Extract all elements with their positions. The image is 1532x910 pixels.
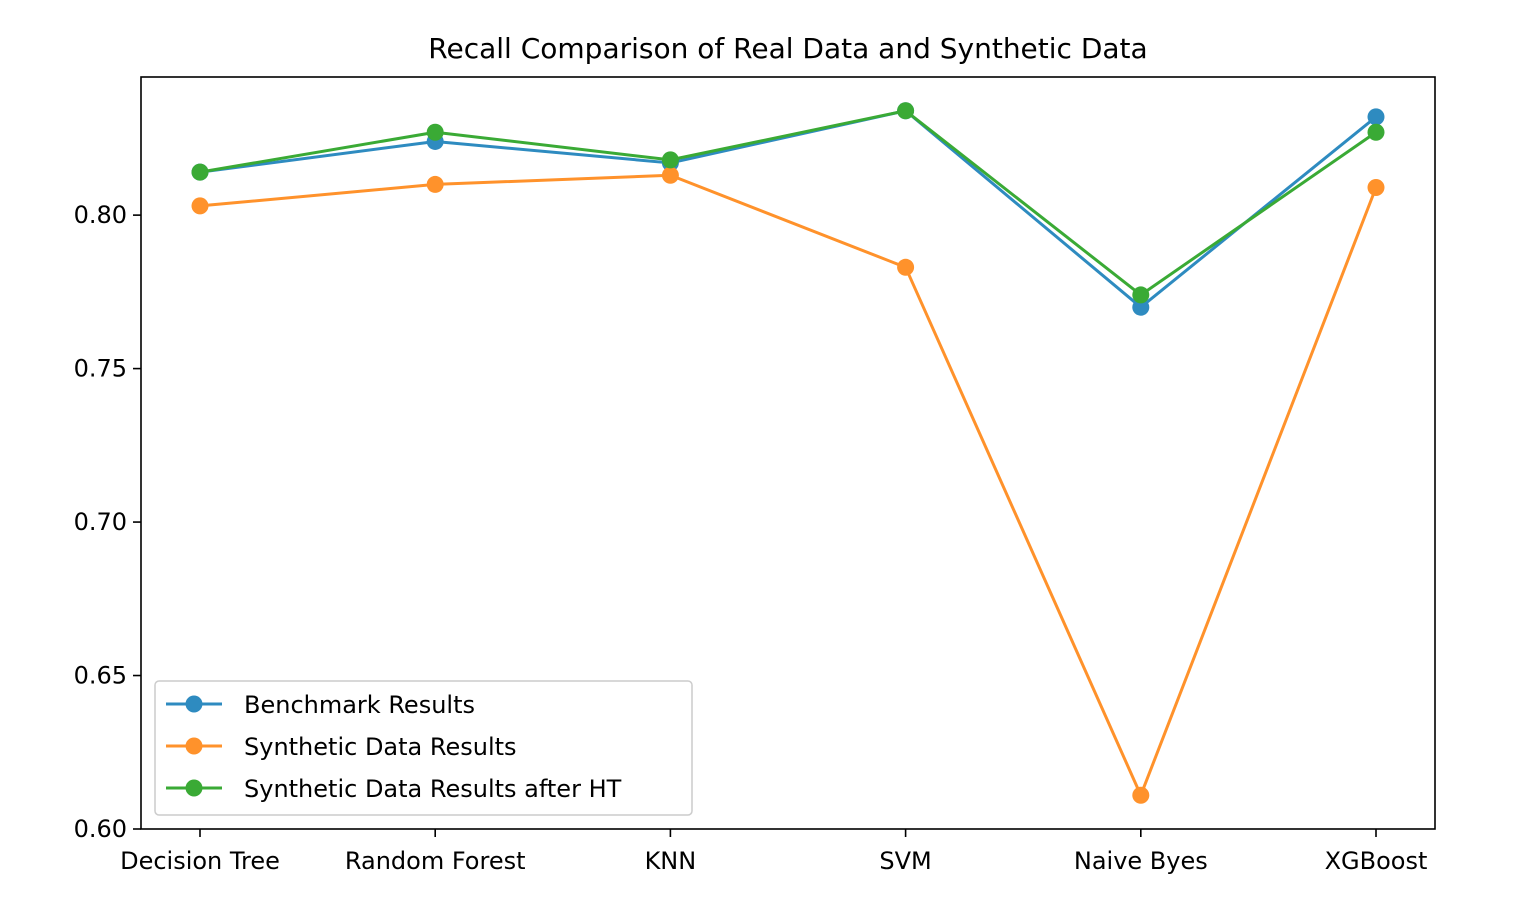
legend-item: Synthetic Data Results [166,733,517,761]
legend-marker [185,737,203,755]
data-point [191,163,209,181]
chart-title: Recall Comparison of Real Data and Synth… [428,32,1147,65]
legend-item: Benchmark Results [166,691,475,719]
series-line [199,173,1378,797]
data-point [661,166,679,184]
data-point [426,175,444,193]
y-tick-label: 0.80 [74,201,127,229]
series-2 [191,166,1385,804]
series-3 [191,102,1385,304]
x-axis: Decision Tree Random Forest KNN SVM Naive By… [120,829,1427,875]
series-line [199,109,1377,297]
data-point [191,197,209,215]
data-point [426,123,444,141]
x-tick-label: Naive Byes [1074,847,1208,875]
legend-label: Synthetic Data Results after HT [244,775,622,803]
legend-label: Benchmark Results [244,691,475,719]
data-point [1367,123,1385,141]
plot-area-frame [140,76,1436,830]
y-tick-label: 0.60 [74,815,127,843]
x-tick-label: SVM [879,847,931,875]
legend-marker [185,779,203,797]
data-point [1367,108,1385,126]
data-point [897,102,915,120]
legend-label: Synthetic Data Results [244,733,517,761]
data-point [1132,286,1150,304]
legend-item: Synthetic Data Results after HT [166,775,622,803]
data-point [1132,298,1150,316]
legend: Benchmark Results Synthetic Data Results S… [154,680,693,816]
data-point [1132,786,1150,804]
x-tick-label: Decision Tree [120,847,280,875]
series-line [199,109,1377,309]
y-tick-label: 0.65 [74,662,127,690]
legend-box [154,680,693,816]
data-point [897,258,915,276]
x-tick-label: XGBoost [1325,847,1428,875]
y-axis: 0.60 0.65 0.70 0.75 0.80 [74,201,141,843]
legend-marker [185,695,203,713]
data-point [1367,178,1385,196]
y-tick-label: 0.70 [74,508,127,536]
data-point [661,151,679,169]
x-tick-label: KNN [645,847,697,875]
y-tick-label: 0.75 [74,355,127,383]
series-layer [191,102,1385,804]
x-tick-label: Random Forest [345,847,526,875]
